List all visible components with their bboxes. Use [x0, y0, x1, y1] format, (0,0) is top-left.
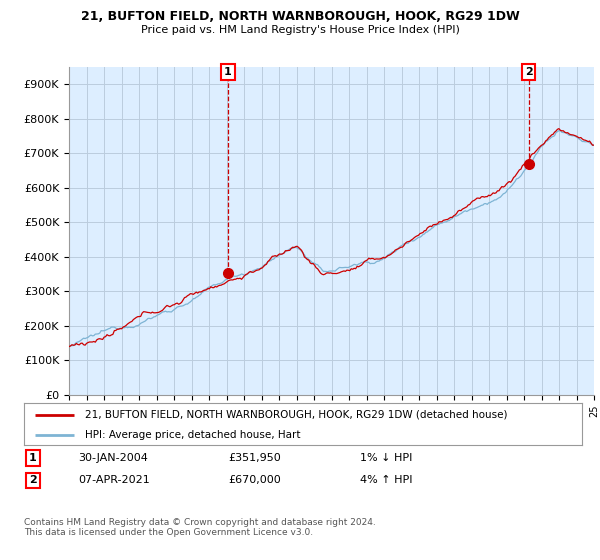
Text: 21, BUFTON FIELD, NORTH WARNBOROUGH, HOOK, RG29 1DW: 21, BUFTON FIELD, NORTH WARNBOROUGH, HOO… — [80, 10, 520, 23]
Text: 1: 1 — [224, 67, 232, 77]
Text: HPI: Average price, detached house, Hart: HPI: Average price, detached house, Hart — [85, 430, 301, 440]
Text: Contains HM Land Registry data © Crown copyright and database right 2024.
This d: Contains HM Land Registry data © Crown c… — [24, 518, 376, 538]
Text: £351,950: £351,950 — [228, 453, 281, 463]
Text: 1: 1 — [29, 453, 37, 463]
Text: 21, BUFTON FIELD, NORTH WARNBOROUGH, HOOK, RG29 1DW (detached house): 21, BUFTON FIELD, NORTH WARNBOROUGH, HOO… — [85, 410, 508, 420]
Text: 2: 2 — [525, 67, 533, 77]
Text: 2: 2 — [29, 475, 37, 486]
Text: 07-APR-2021: 07-APR-2021 — [78, 475, 150, 486]
Text: 1% ↓ HPI: 1% ↓ HPI — [360, 453, 412, 463]
Text: 4% ↑ HPI: 4% ↑ HPI — [360, 475, 413, 486]
Text: £670,000: £670,000 — [228, 475, 281, 486]
Text: 30-JAN-2004: 30-JAN-2004 — [78, 453, 148, 463]
Text: Price paid vs. HM Land Registry's House Price Index (HPI): Price paid vs. HM Land Registry's House … — [140, 25, 460, 35]
